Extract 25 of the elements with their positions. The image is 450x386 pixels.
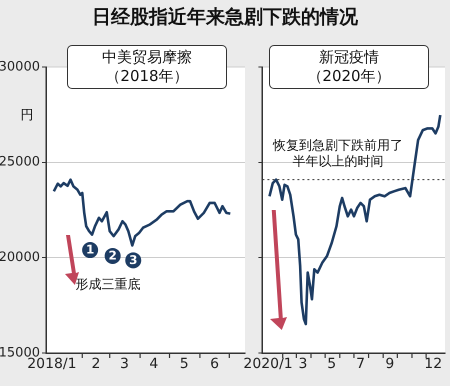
x-tick-label: 2020/1 <box>243 356 293 372</box>
x-tick-label: 6 <box>210 356 220 372</box>
chart-subtitle: 新冠疫情（2020年） <box>307 48 391 86</box>
annotation: 恢复到急剧下跌前用了半年以上的时间 <box>272 138 403 170</box>
y-axis-title: 円 <box>20 108 34 123</box>
annotation: 1 <box>86 242 94 257</box>
x-tick-label: 5 <box>327 356 336 372</box>
x-tick-label: 5 <box>180 356 189 372</box>
annotation: 形成三重底 <box>76 277 140 292</box>
annotation: 3 <box>129 252 138 267</box>
annotation: 2 <box>108 248 117 263</box>
x-tick-label: 4 <box>149 356 158 372</box>
x-tick-label: 12 <box>424 356 442 372</box>
x-tick-label: 9 <box>385 356 394 372</box>
x-tick-label: 7 <box>356 356 365 372</box>
y-tick-label: 25000 <box>0 154 40 170</box>
x-tick-label: 3 <box>120 356 129 372</box>
chart-subtitle: 中美贸易摩擦（2018年） <box>102 48 192 86</box>
y-tick-label: 30000 <box>0 59 40 74</box>
x-tick-label: 3 <box>298 356 308 372</box>
rounded-frame: 新冠疫情（2020年） <box>269 45 429 89</box>
chart-title: 日经股指近年来急剧下跌的情况 <box>91 5 359 30</box>
rounded-frame: 中美贸易摩擦（2018年） <box>67 45 227 89</box>
y-tick-label: 20000 <box>0 250 40 266</box>
x-tick-label: 2 <box>92 356 100 372</box>
